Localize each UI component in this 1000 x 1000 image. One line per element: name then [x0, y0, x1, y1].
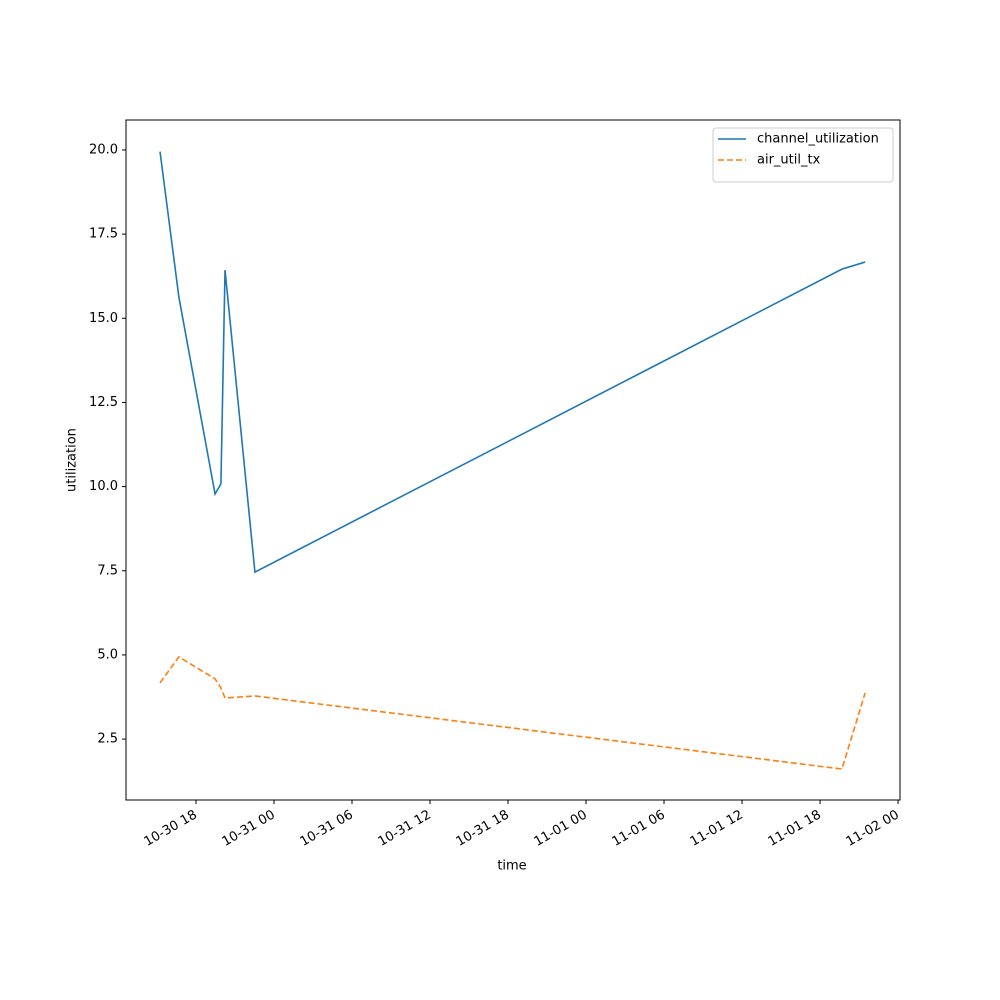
x-tick-label: 11-02 00 [844, 808, 902, 850]
x-axis-label: time [497, 859, 526, 874]
y-tick-label: 15.0 [89, 311, 118, 326]
legend-label: air_util_tx [757, 153, 821, 168]
series-line [159, 151, 866, 574]
y-tick-label: 12.5 [89, 395, 118, 410]
legend-box [712, 127, 894, 183]
y-axis-label: utilization [65, 428, 80, 492]
y-tick-label: 7.5 [97, 563, 118, 578]
legend-label: channel_utilization [757, 132, 879, 147]
x-tick-label: 11-01 00 [532, 808, 590, 850]
x-tick-label: 11-01 12 [688, 808, 746, 850]
x-tick-label: 10-31 12 [376, 808, 434, 850]
x-tick-label: 10-30 18 [142, 808, 200, 850]
y-tick-label: 10.0 [89, 479, 118, 494]
y-tick-label: 5.0 [97, 647, 118, 662]
y-tick-label: 17.5 [89, 227, 118, 242]
plot-frame [125, 119, 901, 801]
x-tick-label: 10-31 18 [454, 808, 512, 850]
x-tick-label: 11-01 06 [610, 808, 668, 850]
y-tick-label: 2.5 [97, 732, 118, 747]
series-line [159, 655, 866, 770]
y-tick-label: 20.0 [89, 142, 118, 157]
x-tick-label: 11-01 18 [766, 808, 824, 850]
x-tick-label: 10-31 06 [298, 808, 356, 850]
x-tick-label: 10-31 00 [220, 808, 278, 850]
